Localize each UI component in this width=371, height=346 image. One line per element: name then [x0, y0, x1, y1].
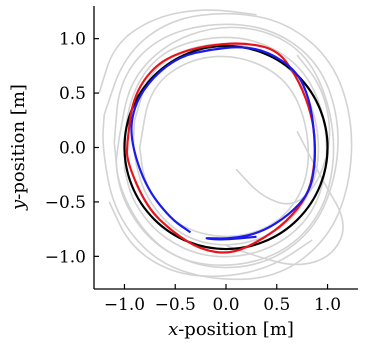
x-axis-label: x-position [m]: [168, 319, 294, 340]
x-tick-label: 0.5: [263, 295, 290, 315]
x-tick-label: 1.0: [314, 295, 341, 315]
gray-trajectory-line: [138, 55, 310, 238]
y-tick-label: −0.5: [45, 193, 86, 213]
gray-trajectory-line: [113, 23, 339, 269]
x-ticks: −1.0 −0.5 0.0 0.5 1.0: [104, 284, 341, 315]
gray-trajectory-line: [102, 12, 353, 281]
x-tick-label: −1.0: [104, 295, 145, 315]
x-tick-label: −0.5: [155, 295, 196, 315]
y-axis-label: y-position [m]: [8, 84, 29, 211]
gray-trajectory-line: [98, 9, 257, 94]
y-tick-label: 1.0: [59, 30, 86, 50]
y-tick-label: 0.5: [59, 84, 86, 104]
gray-trajectory-line: [108, 201, 313, 278]
reference-circle: [123, 44, 329, 251]
x-tick-label: 0.0: [212, 295, 239, 315]
gray-trajectory-line: [235, 54, 331, 205]
blue-trajectory-line: [130, 46, 316, 241]
plot-traces: [98, 9, 353, 281]
y-tick-label: 0.0: [59, 139, 86, 159]
gray-trajectory-line: [115, 26, 335, 266]
y-ticks: 1.0 0.5 0.0 −0.5 −1.0: [45, 30, 99, 267]
y-tick-label: −1.0: [45, 247, 86, 267]
